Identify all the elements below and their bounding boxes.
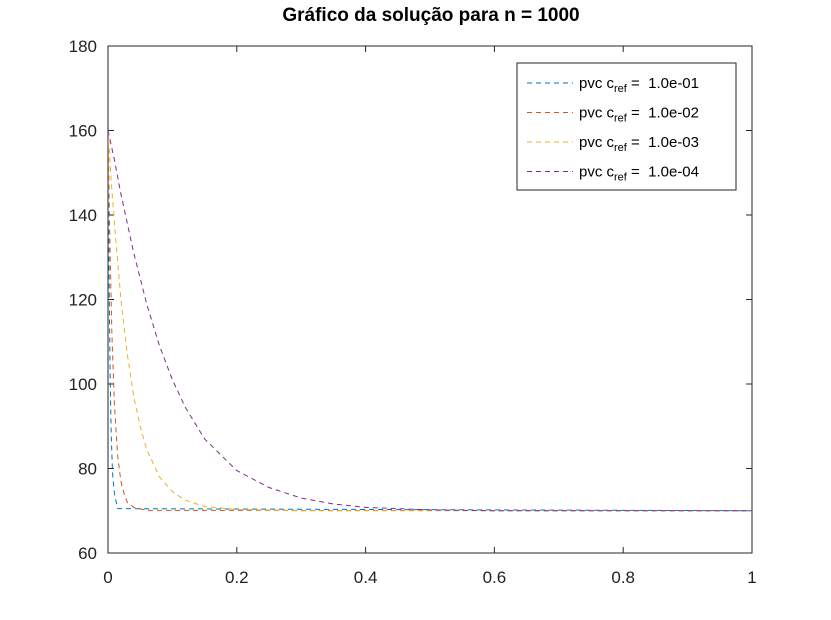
legend-label-3: pvc cref = 1.0e-03: [579, 134, 699, 154]
x-tick-label: 0.6: [483, 568, 507, 587]
x-tick-label: 0: [103, 568, 112, 587]
x-tick-label: 1: [747, 568, 756, 587]
x-tick-label: 0.2: [225, 568, 249, 587]
series-group: [108, 130, 752, 512]
legend-label-2: pvc cref = 1.0e-02: [579, 105, 699, 125]
series-line-4: [108, 130, 752, 512]
legend-label-4: pvc cref = 1.0e-04: [579, 164, 699, 184]
y-tick-label: 60: [78, 544, 97, 563]
y-tick-label: 120: [69, 291, 97, 310]
y-tick-label: 80: [78, 460, 97, 479]
y-tick-label: 100: [69, 375, 97, 394]
series-line-3: [108, 130, 752, 512]
legend-label-1: pvc cref = 1.0e-01: [579, 75, 699, 95]
series-line-1: [108, 130, 752, 512]
chart-title: Gráfico da solução para n = 1000: [282, 5, 579, 26]
y-tick-label: 140: [69, 206, 97, 225]
x-tick-label: 0.8: [611, 568, 635, 587]
y-tick-label: 180: [69, 37, 97, 56]
x-tick-label: 0.4: [354, 568, 378, 587]
legend-box: [516, 62, 737, 191]
y-tick-label: 160: [69, 122, 97, 141]
series-line-2: [108, 130, 752, 512]
legend: pvc cref = 1.0e-01 pvc cref = 1.0e-02 pvc …: [516, 62, 737, 191]
